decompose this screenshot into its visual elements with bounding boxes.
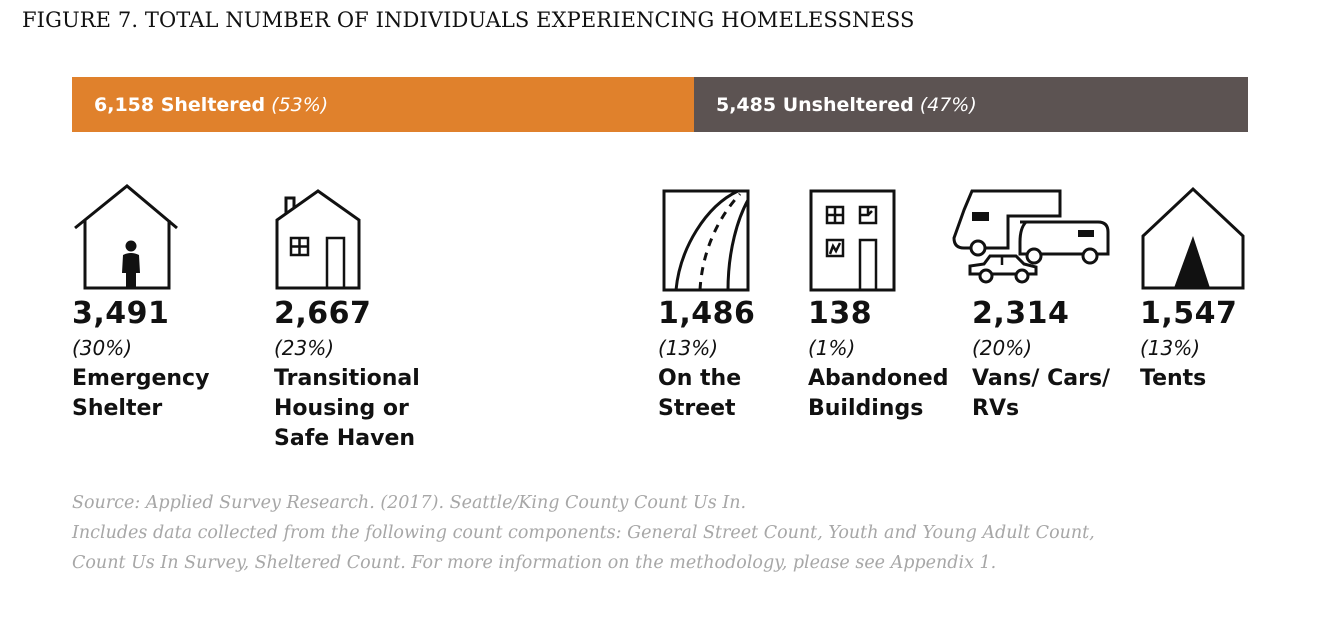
methodology-line-2: Count Us In Survey, Sheltered Count. For… <box>72 553 997 573</box>
bar-segment-sheltered: 6,158 Sheltered (53%) <box>72 77 694 132</box>
abandoned-building-icon <box>809 189 896 292</box>
source-line: Source: Applied Survey Research. (2017).… <box>72 493 747 513</box>
stacked-bar: 6,158 Sheltered (53%) 5,485 Unsheltered … <box>72 77 1248 132</box>
road-icon <box>662 189 750 292</box>
house-window-door-icon <box>275 189 361 290</box>
bar-segment-unsheltered: 5,485 Unsheltered (47%) <box>693 77 1248 132</box>
sheltered-pct-label: (53%) <box>271 93 329 116</box>
house-person-icon <box>74 184 178 290</box>
percent-label: (13%) <box>1140 336 1201 360</box>
figure-title: FIGURE 7. TOTAL NUMBER OF INDIVIDUALS EX… <box>22 8 915 32</box>
tent-icon <box>1141 186 1245 290</box>
unsheltered-pct-label: (47%) <box>919 93 977 116</box>
category-label: On the Street <box>658 366 742 421</box>
category-label: Emergency Shelter <box>72 366 210 421</box>
category-label: Tents <box>1140 366 1207 391</box>
value-label: 1,486 <box>658 296 756 331</box>
category-label: Transitional Housing or Safe Haven <box>274 366 420 451</box>
methodology-line-1: Includes data collected from the followi… <box>72 523 1095 543</box>
category-label: Abandoned Buildings <box>808 366 949 421</box>
value-label: 138 <box>808 296 873 331</box>
value-label: 2,667 <box>274 296 372 331</box>
sheltered-count-label: 6,158 Sheltered <box>94 93 266 116</box>
source-notes: Source: Applied Survey Research. (2017).… <box>72 488 1095 578</box>
percent-label: (23%) <box>274 336 335 360</box>
category-label: Vans/ Cars/ RVs <box>972 366 1111 421</box>
unsheltered-count-label: 5,485 Unsheltered <box>715 93 914 116</box>
value-label: 1,547 <box>1140 296 1238 331</box>
value-label: 2,314 <box>972 296 1070 331</box>
percent-label: (20%) <box>972 336 1033 360</box>
value-label: 3,491 <box>72 296 170 331</box>
vehicles-icon <box>952 189 1110 284</box>
percent-label: (1%) <box>808 336 856 360</box>
percent-label: (30%) <box>72 336 133 360</box>
percent-label: (13%) <box>658 336 719 360</box>
